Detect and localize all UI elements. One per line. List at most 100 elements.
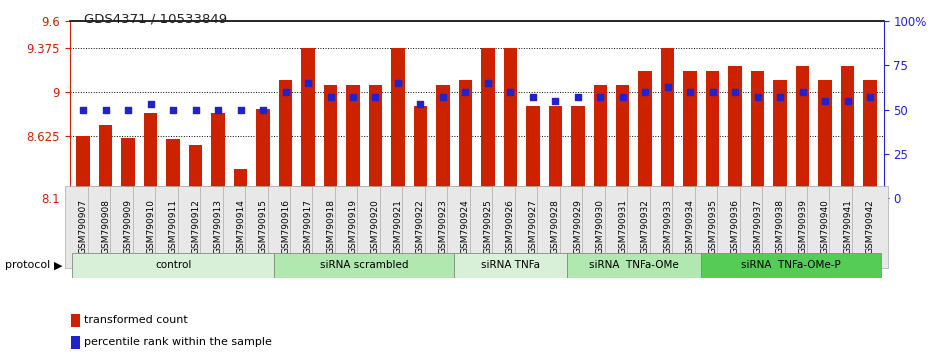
Point: [727, 89, 742, 95]
Bar: [211, 113, 225, 198]
Point: [795, 89, 810, 95]
Text: GSM790925: GSM790925: [484, 199, 492, 254]
Text: GSM790919: GSM790919: [349, 199, 357, 254]
Point: [481, 80, 496, 86]
Point: [211, 107, 226, 113]
Text: GSM790912: GSM790912: [192, 199, 200, 254]
Text: GSM790942: GSM790942: [866, 199, 874, 254]
Bar: [71, 336, 80, 349]
Bar: [71, 314, 80, 327]
Bar: [346, 85, 360, 198]
Bar: [706, 71, 720, 198]
Text: GDS4371 / 10533849: GDS4371 / 10533849: [84, 12, 227, 25]
Point: [188, 107, 203, 113]
Text: GSM790931: GSM790931: [618, 199, 627, 254]
Bar: [301, 48, 314, 198]
Point: [166, 107, 180, 113]
Text: GSM790938: GSM790938: [776, 199, 785, 254]
Point: [503, 89, 518, 95]
Text: GSM790909: GSM790909: [124, 199, 133, 254]
Bar: [189, 145, 203, 198]
Bar: [122, 138, 135, 198]
Point: [683, 89, 698, 95]
Bar: [274, 253, 454, 278]
Text: GSM790935: GSM790935: [708, 199, 717, 254]
Text: GSM790936: GSM790936: [731, 199, 739, 254]
Bar: [639, 71, 652, 198]
Bar: [279, 80, 292, 198]
Point: [278, 89, 293, 95]
Point: [121, 107, 136, 113]
Bar: [504, 48, 517, 198]
Bar: [368, 85, 382, 198]
Bar: [257, 109, 270, 198]
Bar: [701, 253, 882, 278]
Text: GSM790915: GSM790915: [259, 199, 268, 254]
Point: [458, 89, 472, 95]
Point: [323, 95, 338, 100]
Point: [660, 84, 675, 90]
Text: GSM790908: GSM790908: [101, 199, 111, 254]
Point: [300, 80, 315, 86]
Point: [616, 95, 631, 100]
Text: GSM790923: GSM790923: [438, 199, 447, 254]
Bar: [616, 85, 630, 198]
Point: [143, 102, 158, 107]
Bar: [166, 139, 179, 198]
Text: GSM790939: GSM790939: [798, 199, 807, 254]
Text: GSM790940: GSM790940: [820, 199, 830, 254]
Bar: [144, 113, 157, 198]
Text: GSM790927: GSM790927: [528, 199, 538, 254]
Point: [751, 95, 765, 100]
Text: GSM790916: GSM790916: [281, 199, 290, 254]
Point: [840, 98, 855, 104]
Text: siRNA  TNFa-OMe: siRNA TNFa-OMe: [589, 261, 679, 270]
Point: [435, 95, 450, 100]
Text: GSM790926: GSM790926: [506, 199, 515, 254]
Point: [256, 107, 271, 113]
Text: GSM790934: GSM790934: [685, 199, 695, 254]
Text: GSM790920: GSM790920: [371, 199, 380, 254]
Bar: [566, 253, 701, 278]
Text: protocol: protocol: [5, 261, 50, 270]
Text: GSM790929: GSM790929: [573, 199, 582, 254]
Point: [233, 107, 248, 113]
Bar: [549, 106, 562, 198]
Point: [368, 95, 383, 100]
Text: GSM790924: GSM790924: [461, 199, 470, 254]
Text: GSM790921: GSM790921: [393, 199, 403, 254]
Text: siRNA  TNFa-OMe-P: siRNA TNFa-OMe-P: [741, 261, 842, 270]
Bar: [414, 106, 427, 198]
Bar: [841, 66, 855, 198]
Bar: [571, 106, 585, 198]
Text: GSM790932: GSM790932: [641, 199, 650, 254]
Bar: [324, 85, 338, 198]
Text: GSM790937: GSM790937: [753, 199, 762, 254]
Bar: [233, 169, 247, 198]
Point: [99, 107, 113, 113]
Point: [570, 95, 585, 100]
Point: [525, 95, 540, 100]
Point: [862, 95, 877, 100]
Text: GSM790911: GSM790911: [168, 199, 178, 254]
Bar: [796, 66, 809, 198]
Bar: [76, 136, 90, 198]
Bar: [684, 71, 697, 198]
Point: [76, 107, 91, 113]
Point: [548, 98, 563, 104]
Point: [638, 89, 653, 95]
Point: [705, 89, 720, 95]
Point: [592, 95, 607, 100]
Bar: [99, 125, 113, 198]
Bar: [751, 71, 764, 198]
Text: ▶: ▶: [54, 261, 62, 270]
Text: transformed count: transformed count: [85, 315, 188, 325]
Text: GSM790922: GSM790922: [416, 199, 425, 254]
Text: GSM790941: GSM790941: [843, 199, 852, 254]
Bar: [392, 48, 405, 198]
Text: GSM790918: GSM790918: [326, 199, 335, 254]
Bar: [72, 253, 274, 278]
Text: GSM790933: GSM790933: [663, 199, 672, 254]
Bar: [774, 80, 787, 198]
Text: siRNA scrambled: siRNA scrambled: [320, 261, 408, 270]
